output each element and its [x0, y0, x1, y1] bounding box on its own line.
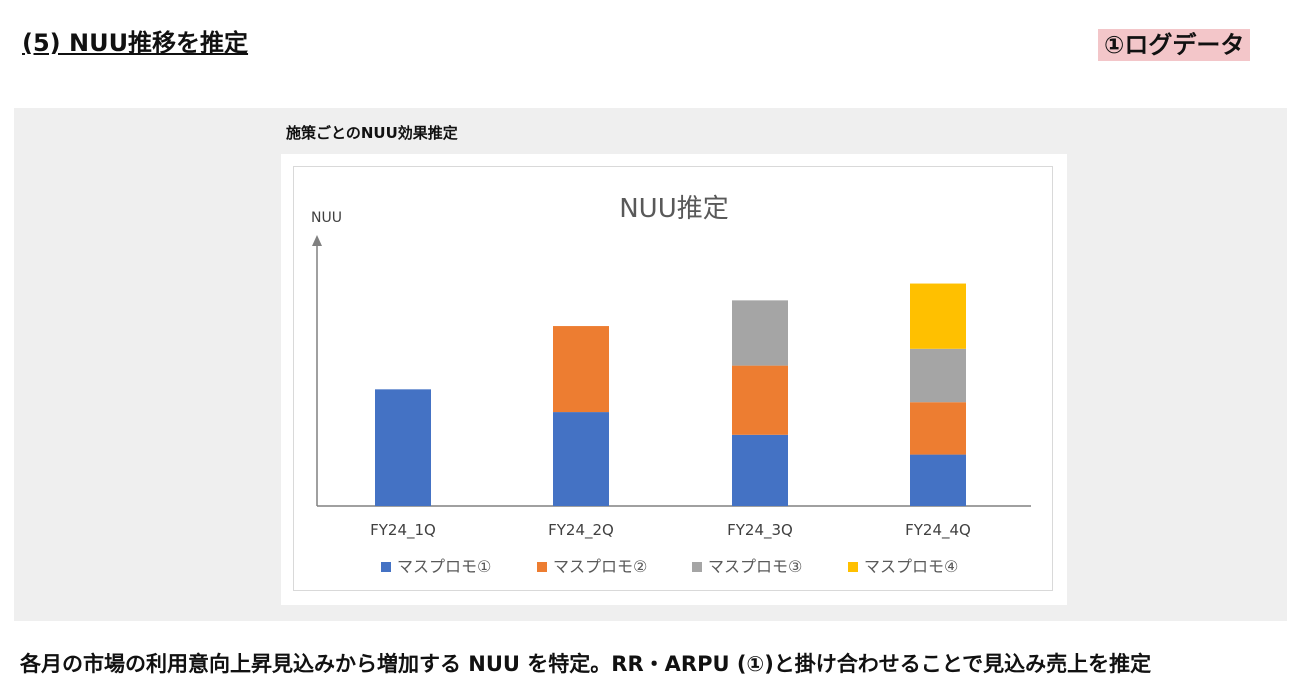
bar-FY24_2Q-series-2	[553, 326, 609, 413]
legend-label: マスプロモ①	[397, 557, 491, 576]
bar-FY24_3Q-series-3	[732, 300, 788, 366]
bar-FY24_2Q-series-1	[553, 412, 609, 506]
legend-swatch	[381, 562, 391, 572]
bar-FY24_4Q-series-1	[910, 454, 966, 506]
bar-FY24_3Q-series-2	[732, 365, 788, 435]
legend-swatch	[848, 562, 858, 572]
legend-label: マスプロモ③	[708, 557, 802, 576]
x-tick-label: FY24_2Q	[548, 521, 614, 540]
x-tick-label: FY24_3Q	[727, 521, 793, 540]
legend-label: マスプロモ②	[553, 557, 647, 576]
legend-swatch	[537, 562, 547, 572]
legend-label: マスプロモ④	[864, 557, 958, 576]
bar-FY24_4Q-series-4	[910, 283, 966, 349]
chart-title: NUU推定	[619, 194, 729, 224]
x-tick-label: FY24_1Q	[370, 521, 436, 540]
bar-FY24_1Q-series-1	[375, 389, 431, 506]
bar-FY24_3Q-series-1	[732, 434, 788, 506]
chart-box: NUU推定 NUU FY24_1Q FY24_2Q FY24_3Q FY24_4Q マ…	[281, 154, 1067, 605]
bars-group	[375, 283, 966, 506]
source-tag: ①ログデータ	[1098, 29, 1251, 61]
chart-frame	[293, 166, 1053, 591]
footer-note: 各月の市場の利用意向上昇見込みから増加する NUU を特定。RR・ARPU (①…	[20, 652, 1152, 676]
legend-swatch	[692, 562, 702, 572]
y-axis-arrow-icon	[312, 235, 322, 246]
bar-FY24_4Q-series-2	[910, 402, 966, 455]
y-axis-label: NUU	[311, 210, 342, 226]
page-title: (5) NUU推移を推定	[22, 29, 249, 57]
x-tick-label: FY24_4Q	[905, 521, 971, 540]
panel-title: 施策ごとのNUU効果推定	[286, 124, 458, 142]
bar-FY24_4Q-series-3	[910, 348, 966, 403]
x-tick-labels: FY24_1Q FY24_2Q FY24_3Q FY24_4Q	[370, 521, 971, 540]
legend: マスプロモ① マスプロモ② マスプロモ③ マスプロモ④	[381, 557, 958, 576]
nuu-chart: NUU推定 NUU FY24_1Q FY24_2Q FY24_3Q FY24_4Q マ…	[311, 194, 1031, 576]
